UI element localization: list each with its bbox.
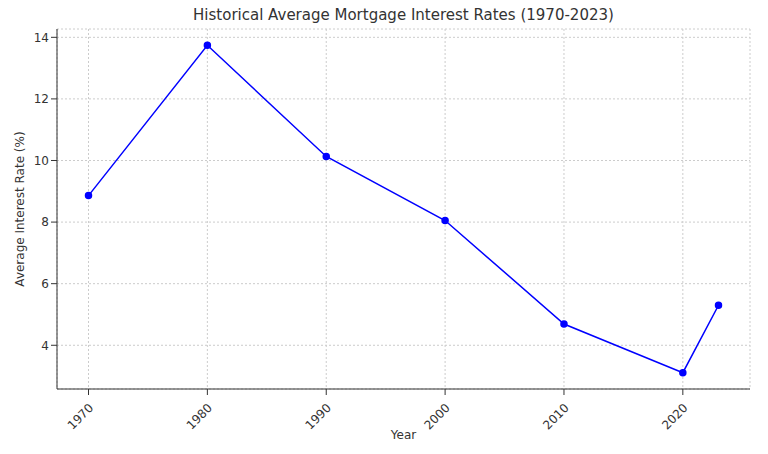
svg-text:6: 6 [41,277,49,291]
svg-text:14: 14 [34,31,49,45]
svg-text:2000: 2000 [421,401,452,432]
svg-text:1990: 1990 [303,401,334,432]
svg-text:4: 4 [41,339,49,353]
html-text:Average Interest Rate (%): Average Interest Rate (%) [13,131,27,287]
svg-text:1980: 1980 [184,401,215,432]
html-text:Year: Year [390,428,417,442]
svg-text:2010: 2010 [540,401,571,432]
svg-text:12: 12 [34,92,49,106]
svg-text:1970: 1970 [65,401,96,432]
svg-text:2020: 2020 [659,401,690,432]
html-text:Historical Average Mortgage In: Historical Average Mortgage Interest Rat… [193,6,614,24]
svg-text:10: 10 [34,154,49,168]
svg-text:8: 8 [41,215,49,229]
